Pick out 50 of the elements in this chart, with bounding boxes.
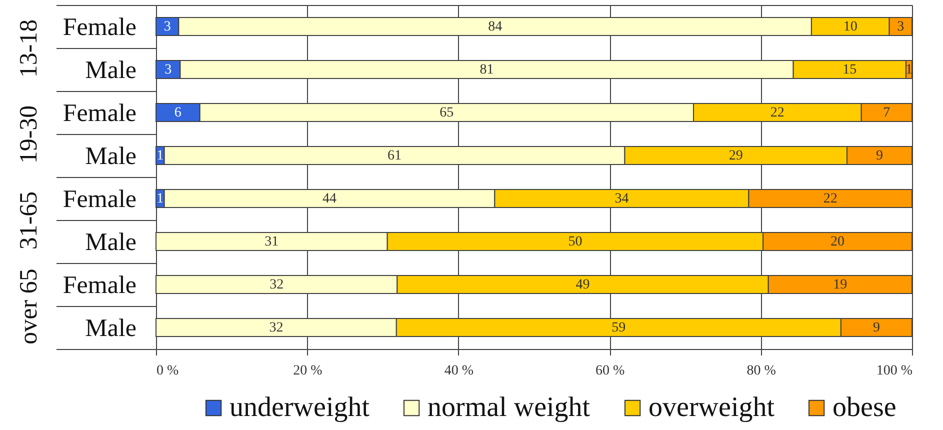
y-axis-title: over 65 (16, 268, 42, 344)
data-label: 49 (576, 278, 590, 292)
data-label: 3 (897, 20, 904, 34)
data-label: 65 (440, 106, 454, 120)
data-label: 1 (156, 192, 164, 206)
data-label: 32 (269, 320, 284, 336)
legend-label: obese (832, 392, 896, 423)
data-label: 34 (614, 192, 629, 206)
y-tick-label: Female (62, 100, 136, 127)
data-label: 20 (830, 234, 845, 250)
data-label: 29 (728, 148, 743, 164)
y-axis-title: 19-30 (16, 105, 42, 164)
data-label: 3 (164, 62, 172, 78)
data-label: 22 (770, 106, 784, 120)
x-tick-label: 40 % (444, 364, 474, 378)
y-tick-label: Male (85, 57, 136, 84)
y-axis-title: 31-65 (16, 191, 42, 250)
y-tick-label: Female (62, 14, 136, 41)
legend-label: overweight (648, 392, 775, 423)
data-label: 50 (568, 234, 582, 250)
x-tick-label: 20 % (293, 364, 323, 378)
legend-label: normal weight (428, 392, 590, 423)
x-tick-label: 60 % (596, 364, 626, 378)
data-label: 44 (322, 192, 336, 206)
data-label: 3 (164, 20, 171, 34)
x-tick-label: 100 % (876, 364, 913, 378)
data-label: 19 (833, 278, 848, 292)
data-label: 22 (823, 192, 838, 206)
data-label: 1 (156, 148, 164, 164)
data-label: 7 (883, 106, 890, 120)
data-label: 10 (843, 20, 858, 34)
x-tick-label: 0 % (156, 364, 179, 378)
y-tick-label: Female (62, 186, 136, 213)
y-axis-title: 13-18 (16, 19, 42, 78)
data-label: 31 (264, 234, 279, 250)
data-label: 61 (388, 148, 402, 164)
legend-label: underweight (230, 392, 370, 423)
data-label: 15 (842, 62, 857, 78)
data-label: 32 (270, 278, 284, 292)
x-tick-label: 80 % (746, 364, 776, 378)
data-label: 81 (480, 62, 494, 78)
y-tick-label: Male (85, 315, 136, 342)
data-label: 9 (876, 148, 883, 164)
data-label: 9 (872, 320, 880, 336)
y-tick-label: Male (85, 229, 136, 256)
data-label: 84 (488, 20, 502, 34)
y-tick-label: Male (85, 143, 136, 170)
y-tick-label: Female (62, 272, 136, 299)
data-label: 6 (174, 106, 182, 120)
data-label: 59 (612, 320, 626, 336)
